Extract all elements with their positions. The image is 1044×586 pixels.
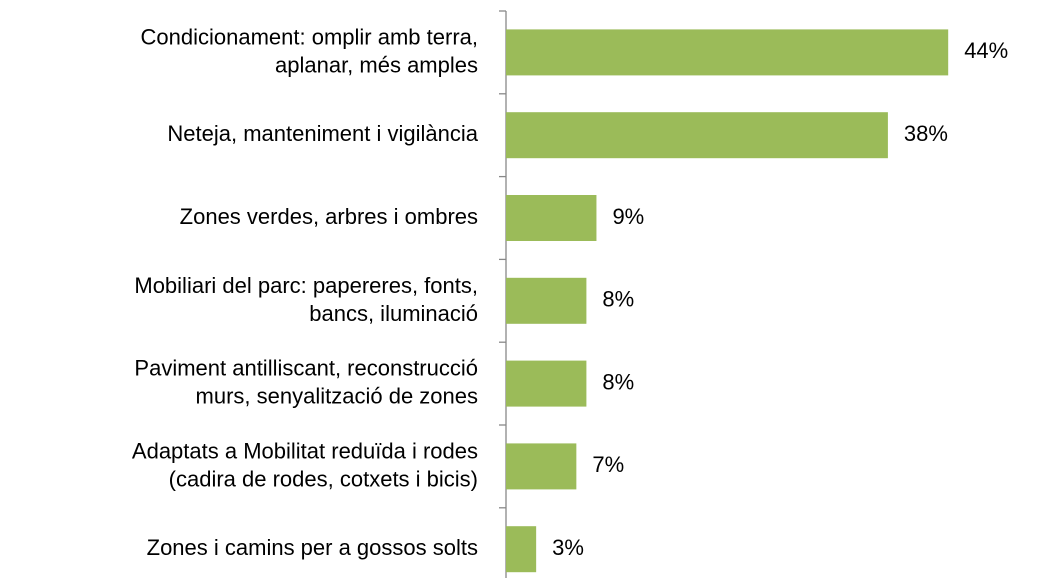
category-label: Adaptats a Mobilitat reduïda i rodes (cad… [132, 438, 478, 491]
value-label: 8% [602, 369, 634, 394]
category-label: Neteja, manteniment i vigilància [167, 121, 478, 146]
bar [506, 29, 949, 76]
category-label: Zones verdes, arbres i ombres [180, 204, 478, 229]
value-label: 8% [602, 287, 634, 312]
category-label: Mobiliari del parc: papereres, fonts, ban… [134, 273, 478, 326]
bar [506, 277, 587, 324]
category-label: Zones i camins per a gossos solts [147, 535, 478, 560]
bar [506, 443, 577, 490]
value-label: 7% [592, 452, 624, 477]
bar [506, 112, 888, 159]
value-label: 44% [964, 38, 1008, 63]
bar [506, 526, 537, 573]
value-label: 9% [612, 204, 644, 229]
bar [506, 195, 597, 241]
category-label: Paviment antilliscant, reconstrucció murs… [134, 355, 478, 408]
value-label: 38% [904, 121, 948, 146]
bar [506, 360, 587, 407]
value-label: 3% [552, 535, 584, 560]
category-label: Condicionament: omplir amb terra, aplanar… [141, 24, 478, 77]
